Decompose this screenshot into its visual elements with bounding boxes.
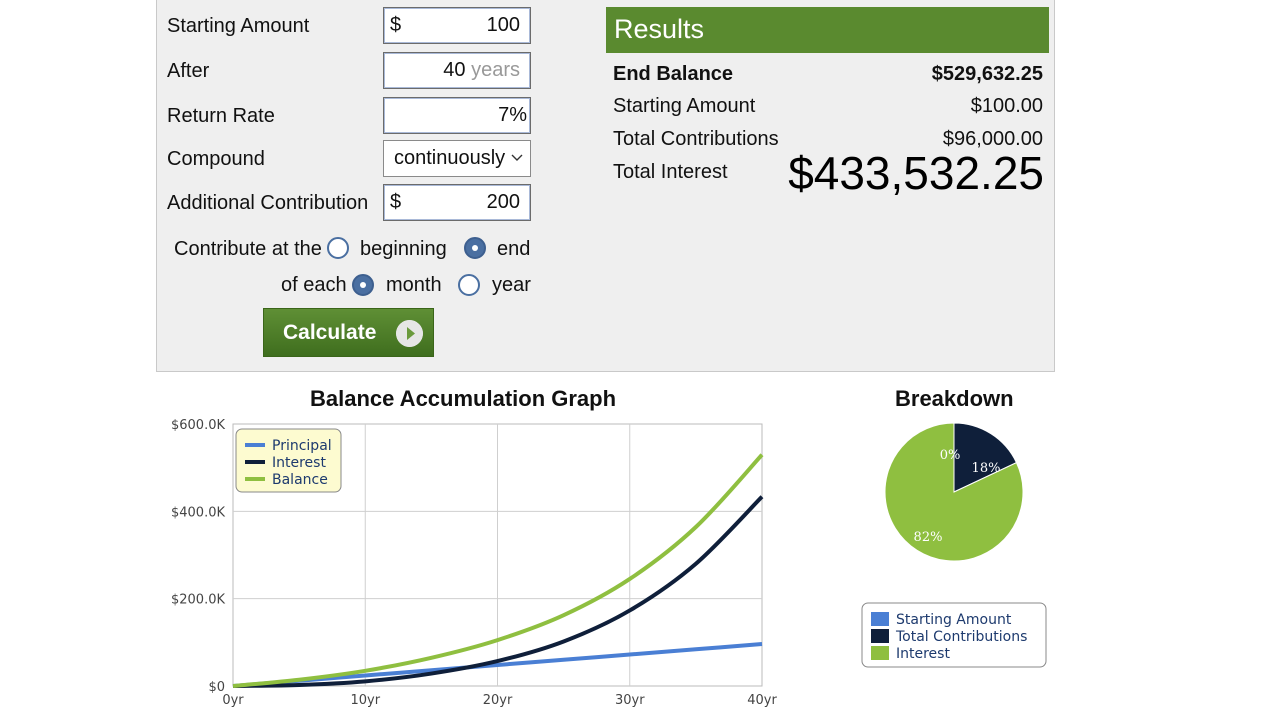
of-each-label: of each	[281, 274, 347, 296]
y-tick-label: $0	[208, 680, 225, 695]
y-tick-label: $400.0K	[171, 505, 225, 520]
line-chart-title: Balance Accumulation Graph	[310, 386, 617, 411]
additional-value: 200	[486, 191, 520, 213]
year-label: year	[492, 274, 531, 296]
return-rate-label: Return Rate	[167, 105, 275, 127]
play-arrow-icon	[396, 320, 423, 347]
legend-swatch	[871, 646, 889, 660]
results-header: Results	[606, 7, 1049, 53]
calculate-button[interactable]: Calculate	[263, 308, 434, 357]
results-title: Results	[614, 14, 705, 44]
starting-amount-prefix: $	[390, 14, 402, 36]
additional-contribution-input[interactable]: $ 200	[383, 184, 531, 221]
starting-amount-result-value: $100.00	[970, 95, 1043, 117]
x-tick-label: 40yr	[747, 693, 777, 708]
interest-line	[232, 495, 764, 688]
return-rate-input[interactable]: 7%	[383, 97, 531, 134]
after-unit: years	[471, 59, 520, 81]
balance-line	[232, 453, 764, 688]
x-tick-label: 20yr	[483, 693, 513, 708]
starting-amount-label: Starting Amount	[167, 15, 310, 37]
radio-month[interactable]	[352, 274, 374, 296]
balance-accumulation-chart: 0yr 10yr 20yr 30yr 40yr $0 $200.0K $400.0K $600.…	[171, 418, 777, 708]
pie-slice	[953, 422, 1018, 493]
end-balance-value: $529,632.25	[931, 63, 1043, 85]
total-contributions-label: Total Contributions	[613, 128, 779, 150]
end-label: end	[497, 238, 531, 260]
starting-amount-input[interactable]: $ 100	[383, 7, 531, 44]
legend-swatch	[871, 612, 889, 626]
after-input[interactable]: 40 years	[383, 52, 531, 89]
x-tick-label: 30yr	[615, 693, 645, 708]
end-balance-label: End Balance	[613, 63, 734, 85]
after-label: After	[167, 60, 210, 82]
return-rate-value: 7%	[498, 104, 527, 126]
compound-label: Compound	[167, 148, 265, 170]
legend-label: Interest	[272, 455, 326, 471]
total-interest-value: $433,532.25	[788, 147, 1044, 199]
pie-chart-title: Breakdown	[895, 386, 1014, 411]
x-tick-label: 0yr	[222, 693, 244, 708]
legend-swatch	[871, 629, 889, 643]
pie-slice-label: 0%	[940, 448, 961, 463]
compound-value: continuously	[394, 147, 506, 169]
x-tick-label: 10yr	[350, 693, 380, 708]
calculate-label: Calculate	[283, 321, 377, 344]
additional-prefix: $	[390, 191, 402, 213]
contribute-at-label: Contribute at the	[174, 238, 322, 260]
compound-select[interactable]: continuously	[383, 140, 531, 177]
total-interest-label: Total Interest	[613, 161, 728, 183]
radio-end[interactable]	[464, 237, 486, 259]
total-contributions-value: $96,000.00	[942, 128, 1043, 150]
radio-year[interactable]	[458, 274, 480, 296]
chevron-down-icon	[511, 154, 523, 161]
y-tick-label: $600.0K	[171, 418, 225, 433]
pie-slice-label: 82%	[914, 530, 943, 545]
after-value: 40	[443, 59, 466, 81]
radio-beginning[interactable]	[327, 237, 349, 259]
legend-label: Total Contributions	[895, 629, 1027, 645]
y-tick-label: $200.0K	[171, 593, 225, 608]
legend-label: Principal	[272, 438, 332, 454]
starting-amount-result-label: Starting Amount	[613, 95, 756, 117]
pie-slice	[884, 422, 1024, 562]
starting-amount-value: 100	[486, 14, 520, 36]
legend-box	[861, 602, 1047, 668]
legend-label: Starting Amount	[896, 612, 1012, 628]
pie-slice-label: 18%	[972, 461, 1001, 476]
legend-label: Balance	[272, 472, 328, 488]
legend-label: Interest	[896, 646, 950, 662]
beginning-label: beginning	[360, 238, 447, 260]
additional-contribution-label: Additional Contribution	[167, 192, 369, 214]
month-label: month	[386, 274, 442, 296]
